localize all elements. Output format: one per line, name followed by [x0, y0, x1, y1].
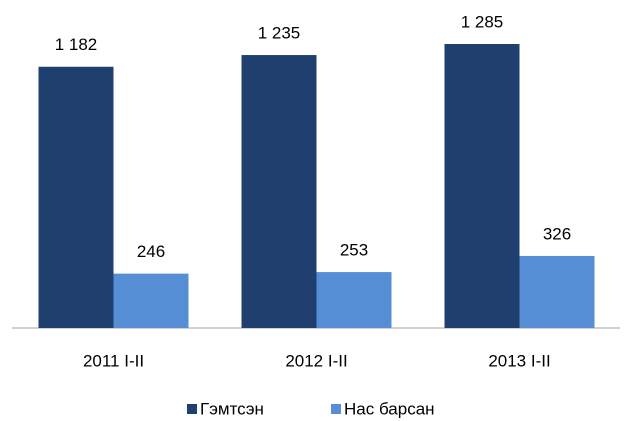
legend-swatch: [187, 404, 197, 414]
bar: [444, 44, 520, 328]
bar: [113, 273, 189, 328]
bar: [38, 66, 114, 328]
x-tick-label: 2013 I-II: [488, 351, 550, 370]
data-label: 1 182: [55, 35, 98, 54]
data-label: 1 285: [461, 12, 504, 31]
legend-label: Гэмтсэн: [200, 399, 264, 418]
bar: [519, 255, 595, 328]
data-label: 246: [137, 242, 165, 261]
legend-swatch: [331, 404, 341, 414]
x-tick-label: 2012 I-II: [285, 351, 347, 370]
data-label: 253: [340, 241, 368, 260]
x-tick-label: 2011 I-II: [83, 351, 144, 370]
bar: [316, 272, 392, 328]
data-label: 1 235: [258, 24, 301, 43]
bar: [241, 55, 317, 328]
legend-label: Нас барсан: [344, 399, 435, 418]
data-label: 326: [543, 224, 571, 243]
